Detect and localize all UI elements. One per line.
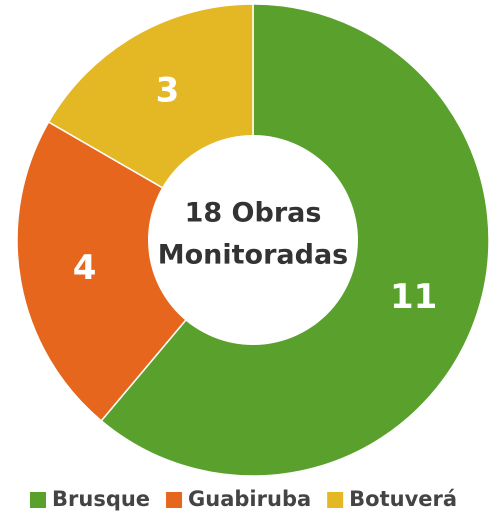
legend-swatch (327, 492, 344, 508)
center-text: Monitoradas (158, 240, 349, 271)
legend-label: Guabiruba (188, 487, 311, 511)
donut-hole (148, 135, 358, 345)
data-label: 3 (156, 70, 180, 110)
legend-label: Brusque (52, 487, 150, 511)
legend-swatch (30, 492, 46, 508)
legend-label: Botuverá (349, 487, 457, 511)
data-label: 4 (73, 248, 97, 288)
data-label: 11 (390, 277, 437, 317)
center-text: 18 Obras (185, 198, 322, 229)
slice (16, 120, 255, 422)
legend-swatch (166, 492, 183, 508)
